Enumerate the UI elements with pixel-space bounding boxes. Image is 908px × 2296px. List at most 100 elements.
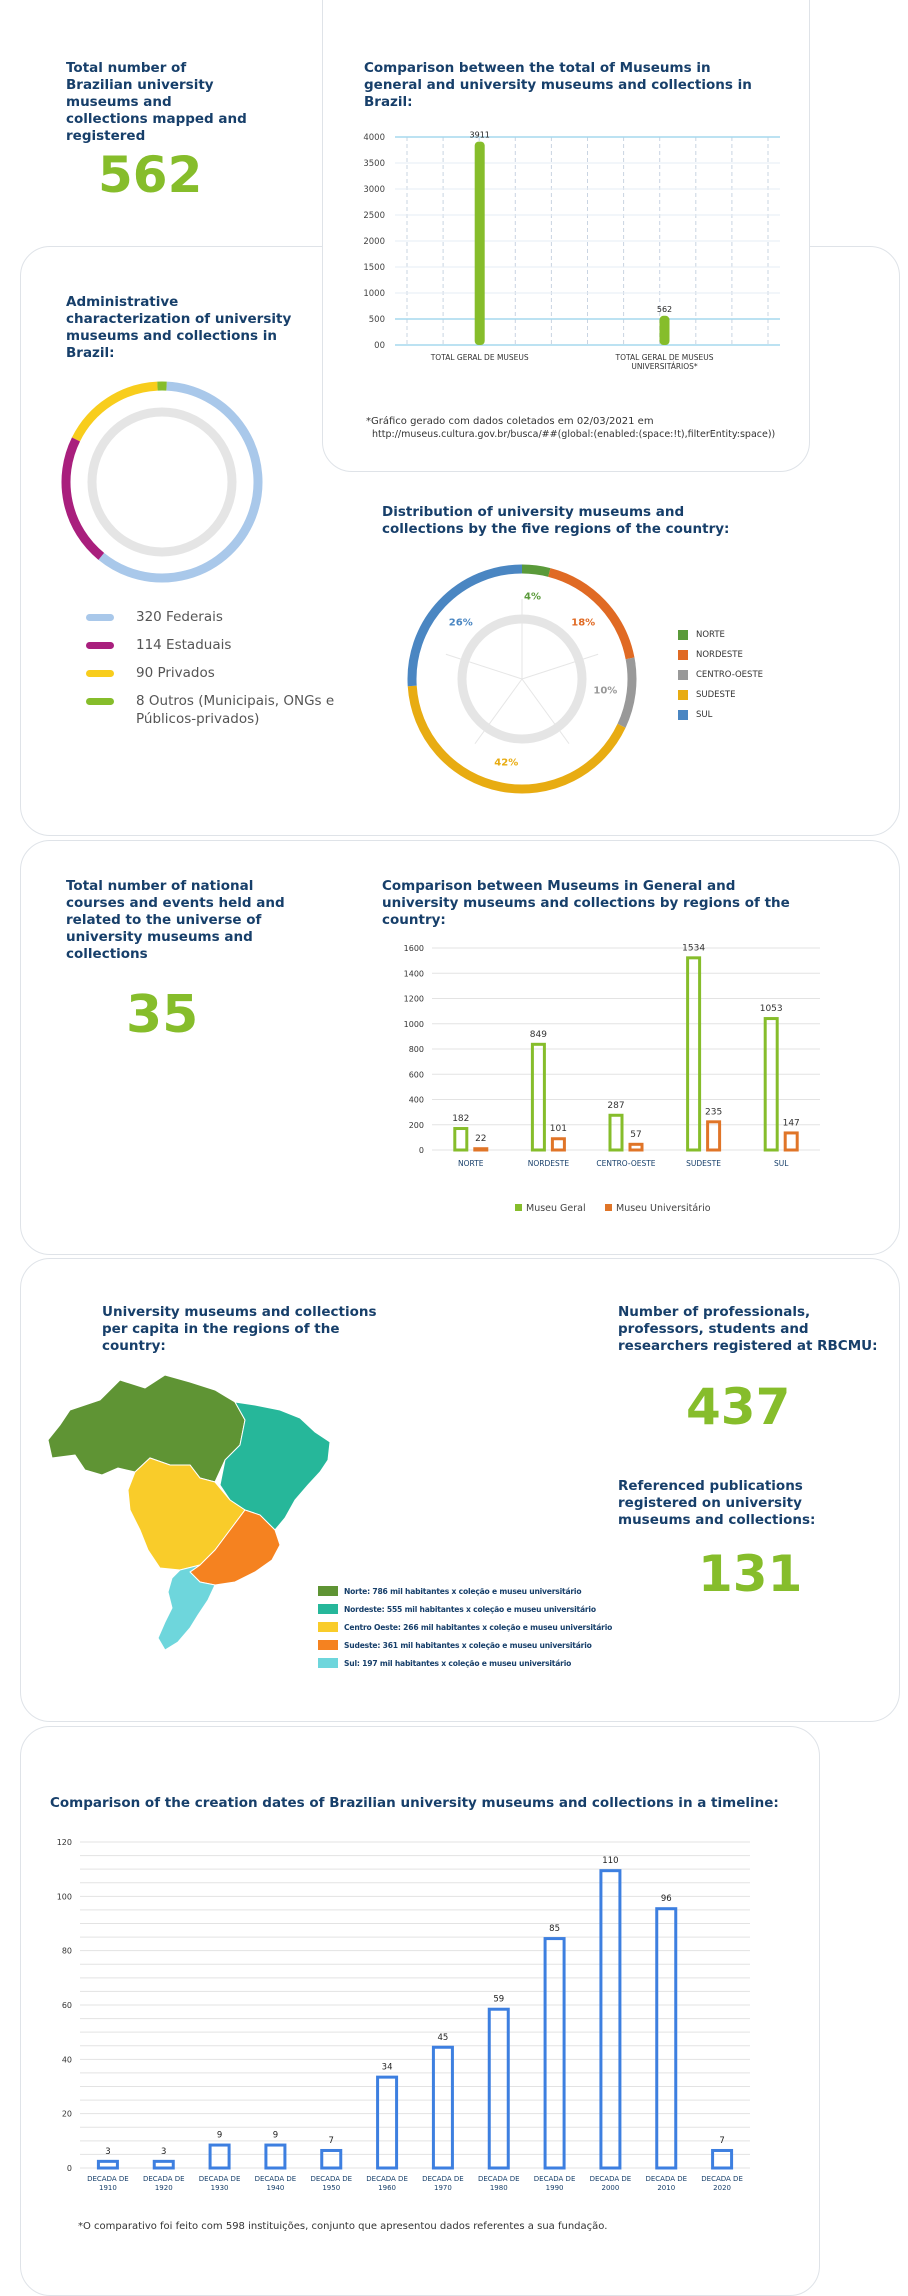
bar <box>322 2150 341 2168</box>
legend-label: 320 Federais <box>136 608 346 626</box>
bar <box>154 2161 173 2168</box>
y-tick-label: 400 <box>409 1096 424 1105</box>
y-tick-label: 1500 <box>363 263 385 273</box>
category-label: SUDESTE <box>686 1159 721 1168</box>
bar <box>475 142 485 345</box>
bar <box>601 1871 620 2168</box>
value-label: 1534 <box>682 943 705 953</box>
bar <box>785 1133 797 1150</box>
category-label: 1950 <box>322 2184 340 2190</box>
category-label: 1960 <box>378 2184 396 2190</box>
category-label: TOTAL GERAL DE MUSEUS <box>615 353 714 362</box>
legend-item: SUDESTE <box>678 690 736 700</box>
legend-label: SUDESTE <box>696 690 736 700</box>
slice <box>522 569 549 572</box>
legend-label: Norte: 786 mil habitantes x coleção e mu… <box>344 1587 581 1596</box>
timeline-title: Comparison of the creation dates of Braz… <box>50 1795 790 1812</box>
category-label: NORTE <box>458 1159 484 1168</box>
regions-compare-title: Comparison between Museums in General an… <box>382 878 802 929</box>
total-title: Total number of Brazilian university mus… <box>66 60 256 145</box>
pct-label: 4% <box>524 592 541 603</box>
value-label: 59 <box>493 1995 504 2005</box>
y-tick-label: 1600 <box>404 944 424 953</box>
pct-label: 26% <box>449 617 473 628</box>
category-label: DECADA DE <box>310 2175 352 2183</box>
y-tick-label: 1000 <box>363 289 385 299</box>
bar <box>433 2047 452 2168</box>
legend-label: Nordeste: 555 mil habitantes x coleção e… <box>344 1605 596 1614</box>
y-tick-label: 1400 <box>404 969 424 978</box>
legend-swatch <box>86 614 114 621</box>
legend-item: Centro Oeste: 266 mil habitantes x coleç… <box>318 1622 612 1632</box>
spoke <box>446 654 522 679</box>
chart-admin <box>52 372 272 592</box>
value-label: 235 <box>705 1107 722 1117</box>
bar <box>532 1044 544 1150</box>
category-label: DECADA DE <box>701 2175 743 2183</box>
total-value: 562 <box>98 146 202 204</box>
spoke <box>522 654 598 679</box>
bar <box>708 1122 720 1150</box>
y-tick-label: 600 <box>409 1070 424 1079</box>
legend-swatch <box>86 670 114 677</box>
bar <box>688 958 700 1150</box>
bar <box>630 1144 642 1150</box>
bar <box>266 2145 285 2168</box>
pct-label: 42% <box>494 758 518 769</box>
legend-item: CENTRO-OESTE <box>678 670 763 680</box>
bar <box>489 2009 508 2168</box>
legend-item: SUL <box>678 710 712 720</box>
value-label: 9 <box>273 2131 278 2141</box>
y-tick-label: 0 <box>67 2164 72 2173</box>
legend-swatch <box>515 1204 522 1211</box>
legend-label: SUL <box>696 710 712 720</box>
y-tick-label: 200 <box>409 1121 424 1130</box>
legend-swatch <box>678 650 688 660</box>
regions-title: Distribution of university museums and c… <box>382 504 762 538</box>
legend-label: Sul: 197 mil habitantes x coleção e muse… <box>344 1659 571 1668</box>
legend-item: Sudeste: 361 mil habitantes x coleção e … <box>318 1640 592 1650</box>
value-label: 45 <box>438 2033 449 2043</box>
bar <box>657 1909 676 2168</box>
bar <box>210 2145 229 2168</box>
publications-title: Referenced publications registered on un… <box>618 1478 838 1529</box>
brazil-map <box>40 1360 340 1660</box>
legend-label: CENTRO-OESTE <box>696 670 763 680</box>
category-label: DECADA DE <box>478 2175 520 2183</box>
bar <box>713 2150 732 2168</box>
category-label: 2020 <box>713 2184 731 2190</box>
value-label: 7 <box>719 2136 724 2146</box>
legend-swatch <box>678 630 688 640</box>
legend-swatch <box>678 670 688 680</box>
category-label: DECADA DE <box>87 2175 129 2183</box>
value-label: 3911 <box>470 131 490 140</box>
legend-label: Sudeste: 361 mil habitantes x coleção e … <box>344 1641 592 1650</box>
legend-item: 114 Estaduais <box>86 636 346 654</box>
legend-swatch <box>318 1640 338 1650</box>
y-tick-label: 3500 <box>363 159 385 169</box>
value-label: 1053 <box>760 1004 783 1014</box>
category-label: DECADA DE <box>366 2175 408 2183</box>
y-tick-label: 1200 <box>404 995 424 1004</box>
pct-label: 10% <box>593 686 617 697</box>
value-label: 287 <box>607 1101 624 1111</box>
value-label: 9 <box>217 2131 222 2141</box>
legend-swatch <box>605 1204 612 1211</box>
percapita-legend: Norte: 786 mil habitantes x coleção e mu… <box>318 1586 618 1696</box>
bar <box>455 1129 467 1150</box>
category-label: 1910 <box>99 2184 117 2190</box>
category-label: 1990 <box>546 2184 564 2190</box>
y-tick-label: 3000 <box>363 185 385 195</box>
chart-regions-compare: 0200400600800100012001400160018222NORTE8… <box>400 928 840 1228</box>
category-label: 2010 <box>657 2184 675 2190</box>
value-label: 85 <box>549 1924 560 1934</box>
professionals-value: 437 <box>686 1378 790 1436</box>
y-tick-label: 00 <box>374 341 385 351</box>
timeline-note: *O comparativo foi feito com 598 institu… <box>78 2220 607 2233</box>
value-label: 562 <box>657 305 672 314</box>
category-label: 1980 <box>490 2184 508 2190</box>
